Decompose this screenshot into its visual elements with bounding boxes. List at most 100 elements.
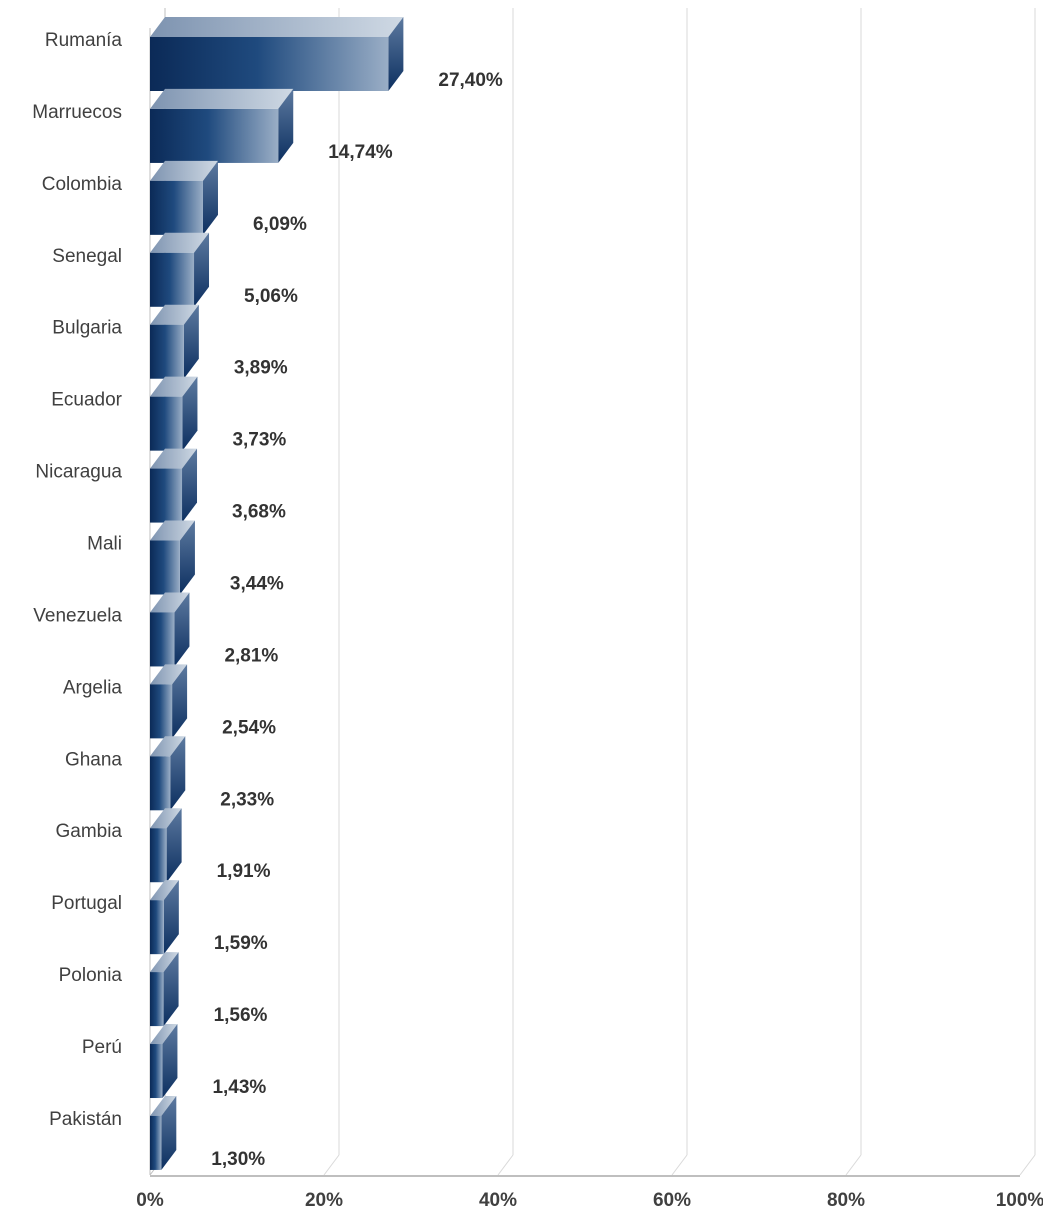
bar-top-face xyxy=(150,88,294,109)
bar-side-face xyxy=(170,736,186,811)
bar-side-face xyxy=(202,160,218,235)
bar-top-face xyxy=(150,520,195,541)
bar-top-face xyxy=(150,736,186,757)
bar-front-face xyxy=(150,252,195,307)
bar-top-face xyxy=(150,304,199,325)
data-label: 2,81% xyxy=(224,645,278,666)
bar-side-face xyxy=(183,304,199,379)
gridline-floor xyxy=(671,1154,688,1176)
bar-top-face xyxy=(150,952,179,973)
bar xyxy=(150,448,198,523)
bar-front-face xyxy=(150,612,175,667)
bar-front-face xyxy=(150,1115,162,1170)
bar-side-face xyxy=(182,448,198,523)
bar xyxy=(150,664,188,739)
bar xyxy=(150,736,186,811)
bar-side-face xyxy=(172,664,188,739)
bar-front-face xyxy=(150,756,171,811)
bar xyxy=(150,304,199,379)
data-label: 1,56% xyxy=(214,1005,268,1026)
data-label: 1,91% xyxy=(217,861,271,882)
bar-front-face xyxy=(150,684,173,739)
bar-front-face xyxy=(150,108,279,163)
bars xyxy=(150,17,404,1170)
bar xyxy=(150,952,179,1027)
bar-top-face xyxy=(150,376,198,397)
data-label: 27,40% xyxy=(438,70,503,91)
bar-side-face xyxy=(161,1095,177,1170)
category-label: Bulgaria xyxy=(52,318,122,339)
category-label: Perú xyxy=(82,1037,122,1058)
bar-top-face xyxy=(150,808,182,829)
bar-side-face xyxy=(166,808,182,883)
bar-top-face xyxy=(150,160,218,181)
bar-side-face xyxy=(182,376,198,451)
bar-front-face xyxy=(150,1044,163,1099)
bar-top-face xyxy=(150,448,198,469)
category-label: Colombia xyxy=(42,174,123,195)
bar xyxy=(150,160,218,235)
category-label: Polonia xyxy=(59,965,123,986)
category-label: Argelia xyxy=(63,677,123,698)
x-tick-label: 20% xyxy=(305,1190,343,1211)
bar-side-face xyxy=(388,17,404,91)
category-label: Mali xyxy=(87,534,122,555)
category-label: Rumanía xyxy=(45,30,123,51)
bar xyxy=(150,88,294,163)
category-label: Gambia xyxy=(55,821,122,842)
bar-front-face xyxy=(150,540,180,595)
bar-side-face xyxy=(163,952,179,1027)
bar xyxy=(150,880,179,955)
bar-front-face xyxy=(150,900,164,955)
category-label: Senegal xyxy=(52,246,122,267)
bar xyxy=(150,17,404,91)
gridline-floor xyxy=(845,1154,862,1176)
bar-side-face xyxy=(194,232,210,307)
bar-top-face xyxy=(150,17,404,37)
bar xyxy=(150,1024,178,1099)
data-label: 3,89% xyxy=(234,358,288,379)
bar-top-face xyxy=(150,664,188,685)
data-label: 5,06% xyxy=(244,286,298,307)
bar-front-face xyxy=(150,468,183,523)
labels: Rumanía 27,40% Marruecos 14,74% Colombia 6,09… xyxy=(32,30,1043,1211)
bar xyxy=(150,232,210,307)
bar-front-face xyxy=(150,828,167,883)
bar xyxy=(150,520,195,595)
bar-top-face xyxy=(150,1024,178,1045)
category-label: Pakistán xyxy=(49,1109,122,1130)
category-label: Nicaragua xyxy=(35,462,122,483)
bar-top-face xyxy=(150,592,190,613)
bar-top-face xyxy=(150,232,210,253)
bar xyxy=(150,808,182,883)
data-label: 3,68% xyxy=(232,502,286,523)
bar xyxy=(150,376,198,451)
bar-front-face xyxy=(150,37,389,91)
bar-side-face xyxy=(162,1024,178,1099)
bar xyxy=(150,592,190,667)
data-label: 1,59% xyxy=(214,933,268,954)
data-label: 6,09% xyxy=(253,214,307,235)
bar-front-face xyxy=(150,180,203,235)
bar-front-face xyxy=(150,396,183,451)
data-label: 1,30% xyxy=(211,1149,265,1170)
x-tick-label: 0% xyxy=(136,1190,164,1211)
category-label: Portugal xyxy=(51,893,122,914)
data-label: 2,33% xyxy=(220,789,274,810)
data-label: 2,54% xyxy=(222,717,276,738)
bar-side-face xyxy=(179,520,195,595)
bar xyxy=(150,1095,177,1170)
gridline-floor xyxy=(323,1154,340,1176)
data-label: 14,74% xyxy=(328,142,393,163)
bar-side-face xyxy=(174,592,190,667)
gridline-floor xyxy=(497,1154,514,1176)
data-label: 1,43% xyxy=(212,1077,266,1098)
x-tick-label: 60% xyxy=(653,1190,691,1211)
category-label: Marruecos xyxy=(32,102,122,123)
bar-side-face xyxy=(163,880,179,955)
data-label: 3,44% xyxy=(230,574,284,595)
data-label: 3,73% xyxy=(232,430,286,451)
bar-top-face xyxy=(150,880,179,901)
category-label: Ghana xyxy=(65,749,122,770)
